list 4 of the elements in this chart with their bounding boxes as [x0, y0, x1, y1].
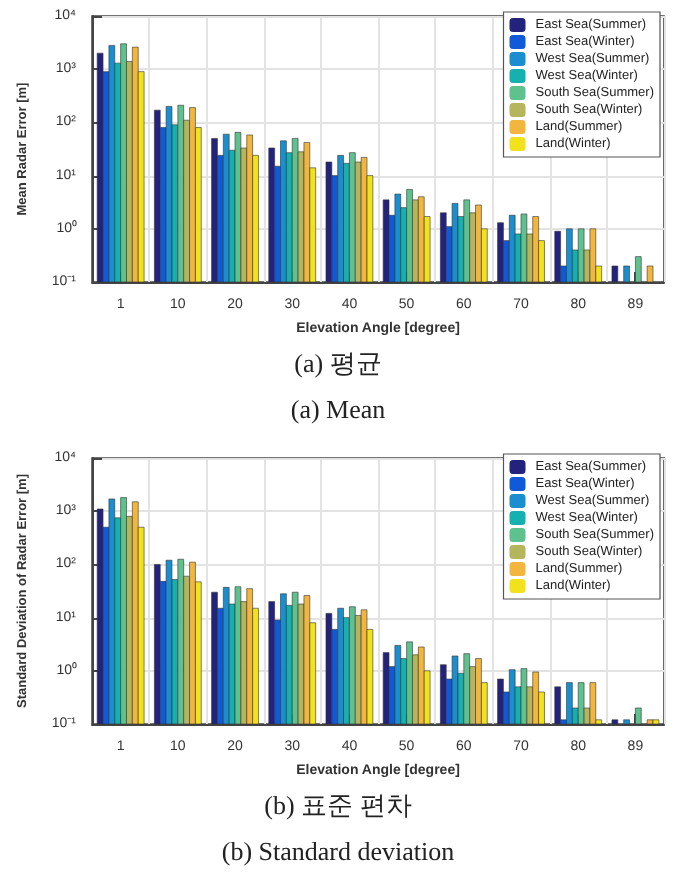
text: (a) 평균	[294, 348, 382, 378]
text: (a) Mean	[290, 394, 387, 424]
text: (b) Standard deviation	[221, 836, 456, 866]
text: (b) 표준 편차	[264, 790, 412, 820]
